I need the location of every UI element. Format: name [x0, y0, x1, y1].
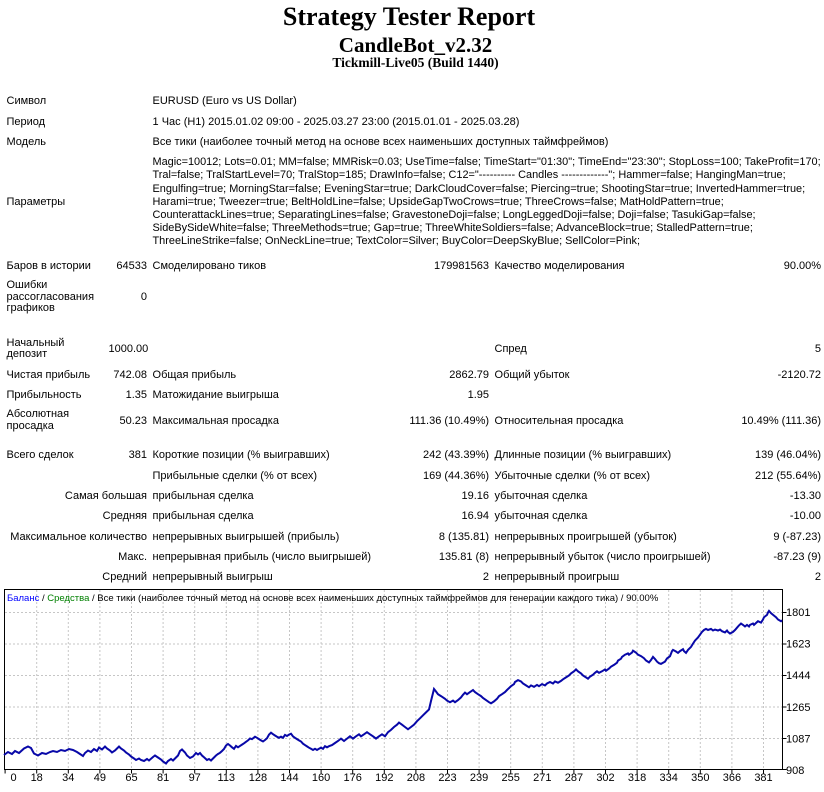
svg-text:1623: 1623	[786, 639, 810, 651]
svg-text:366: 366	[723, 772, 741, 784]
svg-text:318: 318	[628, 772, 646, 784]
svg-text:49: 49	[94, 772, 106, 784]
svg-text:Баланс / Средства / Все тики (: Баланс / Средства / Все тики (наиболее т…	[7, 593, 659, 604]
svg-text:18: 18	[31, 772, 43, 784]
svg-text:81: 81	[157, 772, 169, 784]
svg-text:208: 208	[407, 772, 425, 784]
svg-text:128: 128	[249, 772, 267, 784]
svg-text:271: 271	[533, 772, 551, 784]
svg-text:192: 192	[375, 772, 393, 784]
svg-text:65: 65	[125, 772, 137, 784]
svg-text:97: 97	[189, 772, 201, 784]
svg-text:1265: 1265	[786, 702, 810, 714]
svg-text:0: 0	[10, 772, 16, 784]
svg-text:381: 381	[754, 772, 772, 784]
svg-text:908: 908	[786, 765, 804, 777]
svg-text:1087: 1087	[786, 733, 810, 745]
svg-text:144: 144	[280, 772, 298, 784]
svg-text:176: 176	[344, 772, 362, 784]
svg-text:239: 239	[470, 772, 488, 784]
svg-text:34: 34	[62, 772, 74, 784]
svg-text:113: 113	[218, 772, 236, 784]
svg-text:160: 160	[312, 772, 330, 784]
svg-text:302: 302	[596, 772, 614, 784]
svg-text:1801: 1801	[786, 607, 810, 619]
svg-text:223: 223	[438, 772, 456, 784]
svg-text:255: 255	[502, 772, 520, 784]
svg-text:334: 334	[660, 772, 678, 784]
svg-text:350: 350	[691, 772, 709, 784]
svg-text:287: 287	[565, 772, 583, 784]
svg-text:1444: 1444	[786, 670, 810, 682]
